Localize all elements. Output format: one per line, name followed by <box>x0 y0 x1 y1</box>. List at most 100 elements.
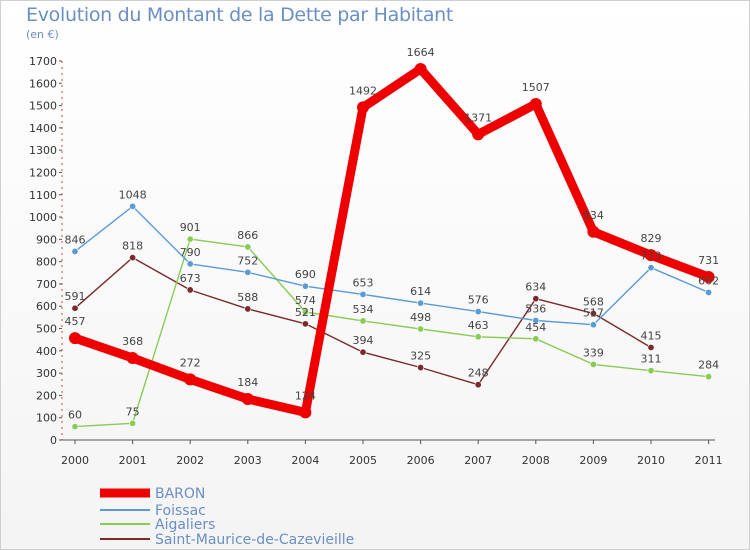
data-label: 662 <box>698 274 719 287</box>
data-label: 311 <box>641 353 662 366</box>
data-point <box>301 308 309 316</box>
data-point <box>532 335 540 343</box>
data-point <box>71 247 79 255</box>
x-tick-label: 2009 <box>579 454 607 467</box>
data-label: 1664 <box>407 46 435 59</box>
x-tick-label: 2005 <box>349 454 377 467</box>
data-point <box>359 290 367 298</box>
data-label: 614 <box>410 285 431 298</box>
data-point <box>645 249 657 262</box>
y-tick-label: 1100 <box>29 189 57 202</box>
data-label: 521 <box>295 306 316 319</box>
y-tick-label: 500 <box>36 323 57 336</box>
data-point <box>589 321 597 329</box>
data-label: 901 <box>180 221 201 234</box>
y-tick-label: 300 <box>36 367 57 380</box>
data-point <box>587 225 600 238</box>
data-label: 60 <box>68 409 82 422</box>
y-tick-label: 200 <box>36 389 57 402</box>
series-lines <box>69 63 715 431</box>
y-tick-label: 700 <box>36 278 57 291</box>
data-point <box>417 299 425 307</box>
data-label: 568 <box>583 295 604 308</box>
data-point <box>129 419 137 427</box>
data-point <box>472 128 485 141</box>
data-label: 498 <box>410 311 431 324</box>
y-tick-label: 1200 <box>29 166 57 179</box>
data-point <box>417 364 425 372</box>
y-tick-label: 100 <box>36 412 57 425</box>
legend: BARONFoissacAigaliersSaint-Maurice-de-Ca… <box>100 486 354 548</box>
data-label: 184 <box>237 376 258 389</box>
data-point <box>244 268 252 276</box>
data-label: 653 <box>353 276 374 289</box>
data-label: 272 <box>180 356 201 369</box>
data-label: 248 <box>468 367 489 380</box>
data-point <box>647 343 655 351</box>
legend-label: Aigaliers <box>155 517 215 533</box>
data-point <box>241 392 254 405</box>
data-label: 588 <box>237 291 258 304</box>
data-label: 731 <box>698 254 719 267</box>
data-label: 339 <box>583 346 604 359</box>
unit-label: (en €) <box>26 28 59 41</box>
y-tick-label: 0 <box>50 434 57 447</box>
data-label: 75 <box>126 405 140 418</box>
data-point <box>244 243 252 251</box>
data-point <box>186 260 194 268</box>
data-point <box>705 373 713 381</box>
x-tick-label: 2011 <box>695 454 723 467</box>
data-label: 818 <box>122 240 143 253</box>
data-point <box>529 98 542 111</box>
data-point <box>244 305 252 313</box>
data-label: 690 <box>295 268 316 281</box>
data-point <box>186 235 194 243</box>
x-tick-label: 2004 <box>291 454 319 467</box>
data-label: 866 <box>237 229 258 242</box>
data-point <box>359 348 367 356</box>
data-label: 454 <box>525 321 546 334</box>
data-label: 752 <box>237 254 258 267</box>
data-label: 1492 <box>349 84 377 97</box>
data-point <box>71 423 79 431</box>
data-labels: 591 818 673 588 521 394 325 248 634 568 415 60 75 901… <box>65 46 720 422</box>
data-label: 1371 <box>464 111 492 124</box>
data-point <box>705 288 713 296</box>
x-tick-label: 2006 <box>407 454 435 467</box>
data-point <box>474 333 482 341</box>
data-point <box>129 254 137 262</box>
legend-label: Saint-Maurice-de-Cazevieille <box>155 532 354 548</box>
x-tick-label: 2010 <box>637 454 665 467</box>
data-label: 1048 <box>119 188 147 201</box>
data-label: 576 <box>468 294 489 307</box>
data-label: 591 <box>65 290 86 303</box>
data-label: 124 <box>295 389 316 402</box>
data-point <box>126 351 139 364</box>
data-label: 325 <box>410 350 431 363</box>
data-point <box>71 304 79 312</box>
data-point <box>299 406 312 419</box>
y-tick-label: 1600 <box>29 77 57 90</box>
data-point <box>702 271 715 284</box>
data-point <box>301 282 309 290</box>
data-label: 415 <box>641 329 662 342</box>
y-tick-label: 1500 <box>29 100 57 113</box>
data-label: 829 <box>641 232 662 245</box>
data-point <box>532 295 540 303</box>
x-tick-label: 2008 <box>522 454 550 467</box>
data-label: 517 <box>583 307 604 320</box>
y-tick-label: 1300 <box>29 144 57 157</box>
x-tick-label: 2001 <box>119 454 147 467</box>
data-point <box>69 332 81 345</box>
data-label: 394 <box>353 334 374 347</box>
y-tick-label: 400 <box>36 345 57 358</box>
y-tick-label: 800 <box>36 256 57 269</box>
x-tick-label: 2007 <box>464 454 492 467</box>
data-point <box>474 308 482 316</box>
x-tick-label: 2003 <box>234 454 262 467</box>
legend-label: BARON <box>155 486 205 502</box>
data-label: 773 <box>641 250 662 263</box>
data-point <box>357 101 369 114</box>
